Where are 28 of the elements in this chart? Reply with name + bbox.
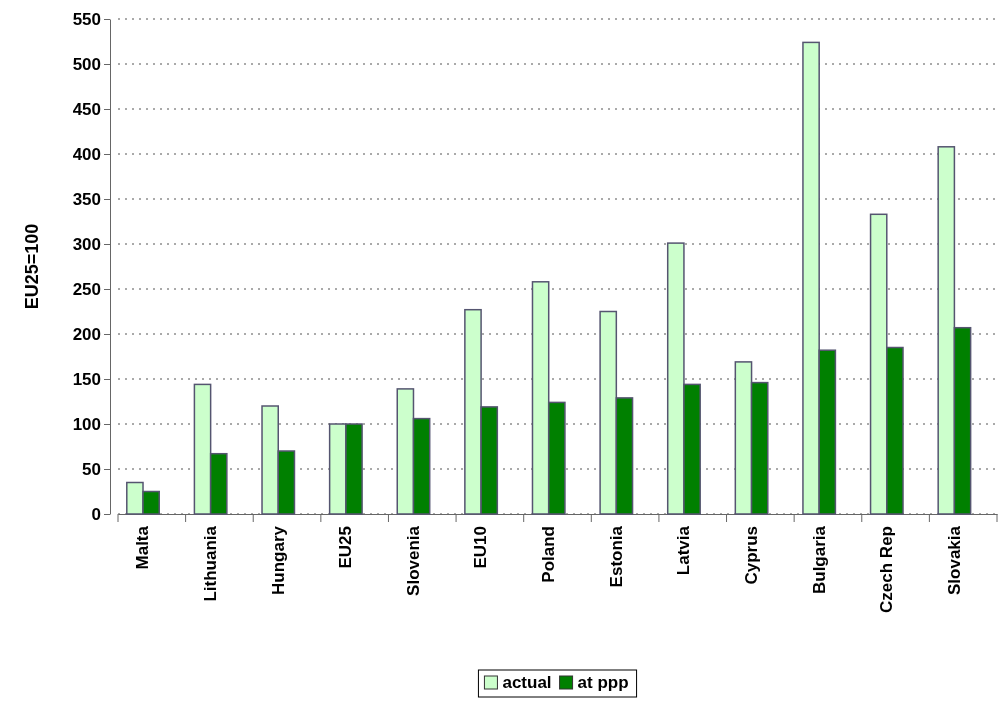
y-tick-label: 400 bbox=[72, 144, 101, 164]
y-tick-label: 350 bbox=[72, 189, 101, 209]
x-tick-label: EU25 bbox=[336, 526, 356, 569]
y-tick-label: 500 bbox=[72, 54, 101, 74]
x-tick-label: Slovakia bbox=[944, 525, 964, 595]
y-tick-label: 550 bbox=[72, 9, 101, 29]
y-tick-label: 450 bbox=[72, 99, 101, 119]
legend-label: at ppp bbox=[577, 673, 629, 692]
x-tick-label: Slovenia bbox=[403, 525, 423, 596]
y-tick-label: 100 bbox=[72, 414, 101, 434]
y-tick-label: 300 bbox=[72, 234, 101, 254]
y-tick-label: 0 bbox=[91, 504, 101, 524]
y-tick-label: 200 bbox=[72, 324, 101, 344]
y-tick-label: 150 bbox=[72, 369, 101, 389]
y-tick-label: 50 bbox=[82, 459, 101, 479]
legend-label: actual bbox=[502, 673, 552, 692]
x-tick-label: Hungary bbox=[268, 525, 288, 595]
x-tick-label: Bulgaria bbox=[809, 525, 829, 595]
y-tick-label: 250 bbox=[72, 279, 101, 299]
x-tick-label: EU10 bbox=[471, 526, 491, 569]
x-tick-label: Poland bbox=[539, 526, 559, 583]
x-tick-label: Lithuania bbox=[201, 525, 221, 602]
y-axis-title: EU25=100 bbox=[22, 223, 42, 310]
x-tick-label: Estonia bbox=[606, 525, 626, 588]
x-tick-label: Malta bbox=[133, 525, 153, 570]
x-tick-label: Czech Rep bbox=[877, 526, 897, 613]
x-tick-label: Latvia bbox=[674, 525, 694, 576]
x-tick-label: Cyprus bbox=[741, 526, 761, 585]
